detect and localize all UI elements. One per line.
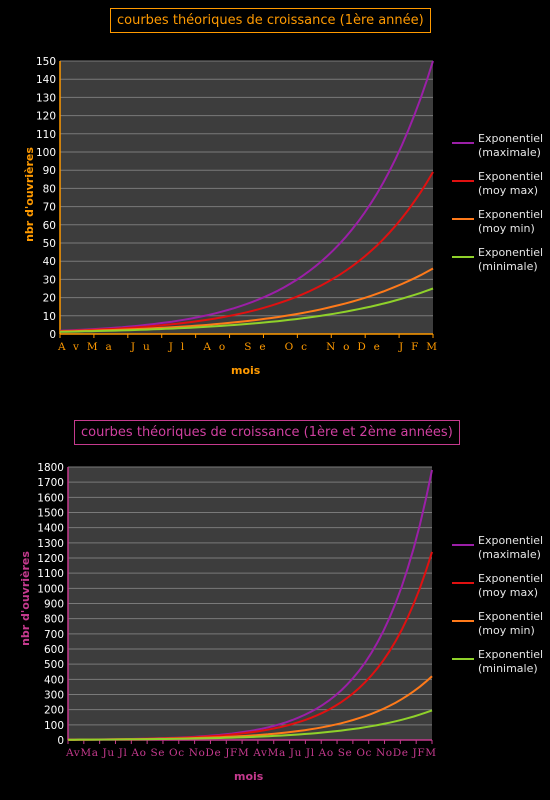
legend-swatch [452, 620, 474, 622]
legend-label: Exponentiel (moy max) [478, 170, 544, 197]
y-tick-label: 40 [43, 256, 56, 268]
chart2-xlabel: mois [234, 770, 264, 783]
y-tick-label: 150 [36, 56, 56, 68]
legend-swatch [452, 544, 474, 546]
y-tick-label: 100 [44, 720, 64, 732]
y-tick-label: 1200 [37, 553, 64, 565]
series-line-1 [59, 171, 434, 333]
series-line-0 [59, 60, 434, 332]
y-tick-label: 1100 [37, 568, 64, 580]
legend-label: Exponentiel (minimale) [478, 246, 544, 273]
y-tick-label: 300 [44, 690, 64, 702]
y-tick-label: 90 [43, 165, 56, 177]
legend-label: Exponentiel (moy max) [478, 572, 544, 599]
chart1-ylabel: nbr d'ouvrières [22, 147, 36, 242]
y-tick-label: 10 [43, 311, 56, 323]
y-tick-label: 1300 [37, 538, 64, 550]
y-tick-label: 700 [44, 629, 64, 641]
chart1-title: courbes théoriques de croissance (1ère a… [110, 8, 431, 33]
chart1-xlabel: mois [231, 364, 261, 377]
y-tick-label: 0 [57, 735, 64, 747]
y-tick-label: 110 [36, 129, 56, 141]
chart1-plot: 0102030405060708090100110120130140150AvM… [36, 56, 437, 353]
y-tick-label: 200 [44, 705, 64, 717]
legend-label: Exponentiel (maximale) [478, 132, 544, 159]
y-tick-label: 80 [43, 183, 56, 195]
y-tick-label: 500 [44, 659, 64, 671]
y-tick-label: 900 [44, 599, 64, 611]
y-tick-label: 100 [36, 147, 56, 159]
y-tick-label: 1700 [37, 477, 64, 489]
legend-label: Exponentiel (minimale) [478, 648, 544, 675]
x-tick-labels: AvMa Ju Jl Ao Se Oc NoDe JFM AvMa Ju Jl … [65, 747, 436, 759]
y-tick-label: 30 [43, 274, 56, 286]
legend-swatch [452, 582, 474, 584]
y-tick-label: 140 [36, 74, 56, 86]
legend-label: Exponentiel (moy min) [478, 610, 544, 637]
legend-label: Exponentiel (moy min) [478, 208, 544, 235]
chart2-title: courbes théoriques de croissance (1ère e… [74, 420, 460, 445]
y-tick-label: 1000 [37, 583, 64, 595]
legend-swatch [452, 142, 474, 144]
y-tick-label: 50 [43, 238, 56, 250]
y-tick-label: 120 [36, 111, 56, 123]
y-tick-label: 1800 [37, 462, 64, 474]
y-tick-label: 800 [44, 614, 64, 626]
series-line-3 [59, 287, 434, 333]
y-tick-label: 20 [43, 293, 56, 305]
y-tick-label: 1500 [37, 508, 64, 520]
y-tick-label: 600 [44, 644, 64, 656]
plot-area [60, 61, 433, 334]
legend-swatch [452, 256, 474, 258]
legend-swatch [452, 180, 474, 182]
y-tick-label: 60 [43, 220, 56, 232]
y-tick-label: 130 [36, 92, 56, 104]
y-tick-label: 70 [43, 202, 56, 214]
series-line-3 [68, 709, 433, 741]
chart2-ylabel: nbr d'ouvrières [18, 551, 32, 646]
y-tick-label: 400 [44, 674, 64, 686]
y-tick-label: 0 [49, 329, 56, 341]
legend-swatch [452, 658, 474, 660]
legend-label: Exponentiel (maximale) [478, 534, 544, 561]
y-tick-label: 1400 [37, 523, 64, 535]
legend-swatch [452, 218, 474, 220]
y-tick-label: 1600 [37, 492, 64, 504]
